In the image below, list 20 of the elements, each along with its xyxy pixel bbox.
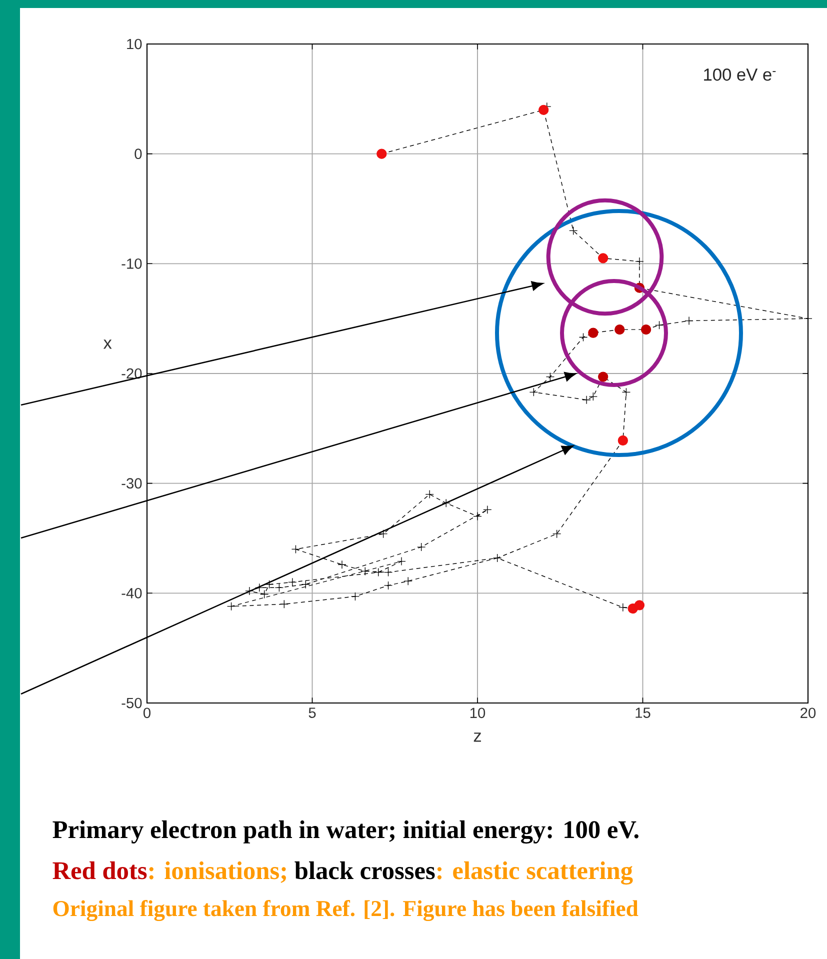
y-tick-label: -30 xyxy=(122,478,142,489)
text: Red dots xyxy=(52,861,147,880)
x-tick-label: 20 xyxy=(800,708,816,718)
text: Primary electron path in water; initial energy: 100 eV. xyxy=(52,820,638,844)
annotation: 100 eV e$^{-}$ xyxy=(704,68,776,81)
y-tick-label: 10 xyxy=(127,38,142,50)
x-axis-title: z xyxy=(474,732,481,742)
text: Original figure taken from Ref. [2]. Figure has been falsified xyxy=(53,900,638,921)
text: black crosses xyxy=(294,861,435,880)
y-tick-label: -50 xyxy=(122,698,142,708)
x-tick-label: 15 xyxy=(636,708,650,718)
y-tick-label: 0 xyxy=(134,148,142,160)
x-tick-label: 5 xyxy=(308,708,316,718)
x-tick-label: 10 xyxy=(470,708,486,718)
y-tick-label: -10 xyxy=(122,258,142,269)
text: : elastic scattering xyxy=(437,861,633,885)
x-tick-label: 0 xyxy=(143,708,150,718)
y-tick-label: -40 xyxy=(122,588,142,598)
y-axis-title: x xyxy=(103,340,112,349)
text: : ionisations; xyxy=(149,861,286,883)
